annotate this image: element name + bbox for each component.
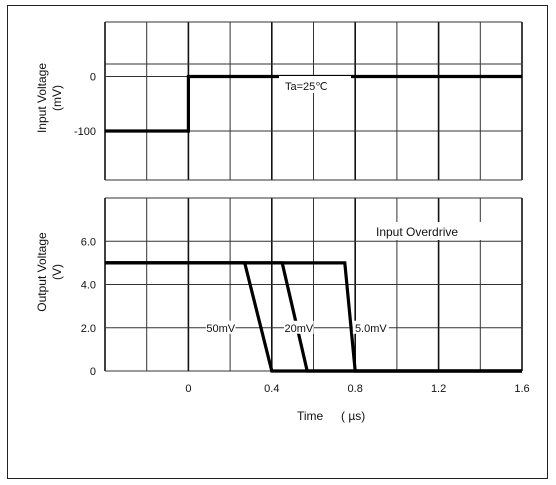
chart-frame (7, 5, 548, 479)
series-label: 5.0mV (355, 323, 387, 335)
y-tick-label: 0 (90, 366, 96, 378)
temperature-annotation: Ta=25℃ (285, 81, 328, 93)
series-label: 50mV (206, 323, 235, 335)
input-voltage-axis-label: Input Voltage (35, 63, 49, 133)
input-voltage-unit-label: (mV) (50, 85, 64, 111)
series-label-background (205, 320, 236, 334)
series-label: 20mV (285, 323, 314, 335)
x-tick-label: 0 (185, 383, 191, 395)
x-tick-label: 0.4 (264, 383, 279, 395)
legend-title-background (372, 222, 510, 240)
x-axis-title: Time (297, 409, 324, 423)
x-tick-label: 1.2 (431, 383, 446, 395)
x-tick-label: 0.8 (348, 383, 363, 395)
legend-title: Input Overdrive (376, 225, 458, 239)
series-label-background (352, 320, 389, 334)
output-trace-50mv (105, 261, 522, 373)
x-tick-label: 1.6 (514, 383, 529, 395)
output-voltage-unit-label: (V) (50, 264, 64, 280)
y-tick-label: 4.0 (81, 280, 96, 292)
y-tick-label: 2.0 (81, 323, 96, 335)
x-axis-unit: ( µs) (341, 409, 365, 423)
annotation-background (279, 76, 351, 93)
series-label-background (284, 320, 314, 334)
input-step-trace (105, 74, 522, 133)
y-tick-label: 6.0 (81, 236, 96, 248)
y-tick-label: 0 (90, 71, 96, 83)
output-voltage-axis-label: Output Voltage (35, 232, 49, 312)
y-tick-label: -100 (74, 126, 96, 138)
